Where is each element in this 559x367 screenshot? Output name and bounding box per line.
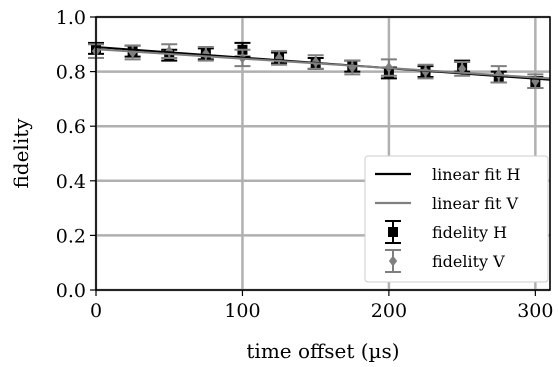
x-tick-label: 0: [90, 300, 102, 322]
data-point: [458, 63, 467, 75]
y-tick-label: 0.2: [56, 225, 86, 247]
series-layer: [88, 41, 551, 89]
legend: linear fit H linear fit V fidelity H fideli…: [364, 155, 549, 283]
legend-item: fidelity V: [385, 249, 505, 273]
legend-item: fidelity H: [385, 220, 507, 244]
ticks: 0.0 0.2 0.4 0.6 0.8 1.0 0 100 200 300: [56, 7, 554, 322]
legend-marker: [388, 255, 398, 267]
x-tick-label: 200: [371, 300, 407, 322]
legend-label: fidelity H: [432, 223, 507, 242]
legend-item: linear fit V: [375, 194, 518, 213]
x-axis-label: time offset (µs): [246, 339, 399, 363]
y-tick-label: 1.0: [56, 7, 86, 29]
x-tick-label: 100: [224, 300, 260, 322]
y-tick-label: 0.4: [56, 171, 86, 193]
legend-item: linear fit H: [375, 165, 520, 184]
x-tick-label: 300: [517, 300, 553, 322]
fit-line-linear-fit-v: [95, 48, 551, 80]
legend-box: [364, 155, 549, 283]
y-tick-label: 0.8: [56, 62, 86, 84]
data-point: [348, 62, 357, 74]
y-tick-label: 0.6: [56, 116, 86, 138]
legend-label: linear fit H: [432, 165, 520, 184]
legend-label: fidelity V: [432, 252, 505, 271]
legend-label: linear fit V: [432, 194, 518, 213]
series-fidelity-v: [88, 43, 544, 89]
legend-items: linear fit H linear fit V fidelity H fideli…: [375, 165, 520, 273]
plot-frame: [95, 16, 551, 291]
legend-marker: [388, 227, 398, 237]
y-tick-label: 0.0: [56, 280, 86, 302]
y-axis-label: fidelity: [9, 118, 33, 189]
